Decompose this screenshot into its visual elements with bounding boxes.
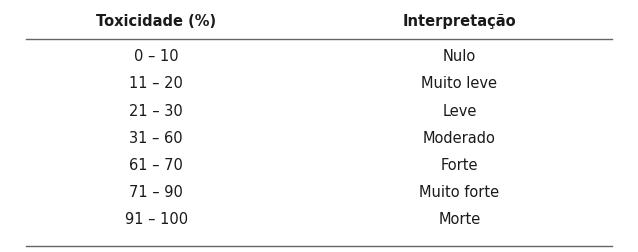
Text: Leve: Leve <box>442 104 477 119</box>
Text: Forte: Forte <box>441 158 478 173</box>
Text: Morte: Morte <box>438 212 480 228</box>
Text: 71 – 90: 71 – 90 <box>130 185 183 200</box>
Text: Nulo: Nulo <box>443 49 476 64</box>
Text: 91 – 100: 91 – 100 <box>125 212 188 228</box>
Text: 61 – 70: 61 – 70 <box>130 158 183 173</box>
Text: 31 – 60: 31 – 60 <box>130 131 183 146</box>
Text: 21 – 30: 21 – 30 <box>130 104 183 119</box>
Text: Moderado: Moderado <box>423 131 496 146</box>
Text: Interpretação: Interpretação <box>403 14 516 29</box>
Text: 11 – 20: 11 – 20 <box>130 76 183 91</box>
Text: Toxicidade (%): Toxicidade (%) <box>96 14 216 29</box>
Text: Muito leve: Muito leve <box>421 76 498 91</box>
Text: 0 – 10: 0 – 10 <box>134 49 179 64</box>
Text: Muito forte: Muito forte <box>419 185 500 200</box>
